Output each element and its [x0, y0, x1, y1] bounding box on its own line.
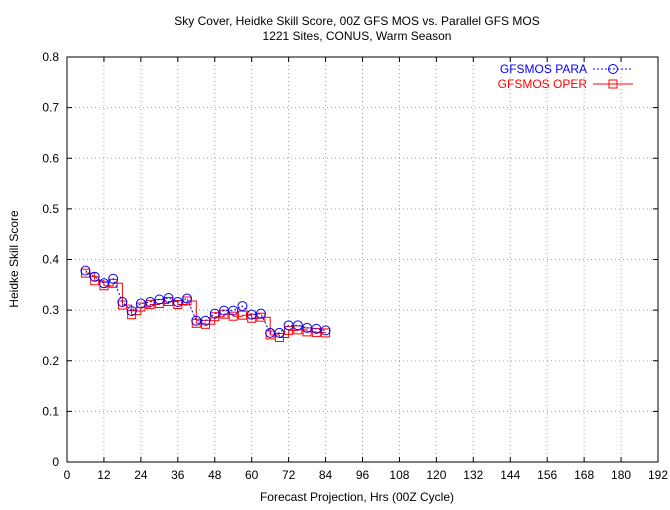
x-tick-label: 72 [282, 468, 296, 482]
data-point [98, 278, 109, 289]
data-point [237, 310, 247, 320]
legend-marker [608, 64, 618, 74]
data-point [127, 310, 137, 320]
y-tick-label: 0.4 [42, 253, 59, 267]
data-point [274, 332, 284, 342]
x-tick-label: 60 [245, 468, 259, 482]
data-point [209, 308, 220, 319]
x-tick-label: 168 [574, 468, 594, 482]
grid-layer [67, 57, 658, 462]
y-tick-label: 0.1 [42, 404, 59, 418]
series-gfsmos-para [80, 265, 331, 338]
x-tick-label: 144 [500, 468, 520, 482]
data-point [292, 320, 303, 331]
data-point [117, 297, 128, 308]
data-point [274, 327, 285, 338]
x-tick-label: 120 [426, 468, 446, 482]
legend-label: GFSMOS OPER [498, 77, 588, 91]
data-point [182, 293, 193, 304]
x-tick-label: 192 [648, 468, 668, 482]
y-tick-label: 0.5 [42, 202, 59, 216]
x-tick-label: 36 [171, 468, 185, 482]
x-tick-label: 48 [208, 468, 222, 482]
x-tick-label: 24 [134, 468, 148, 482]
chart-subtitle: 1221 Sites, CONUS, Warm Season [263, 29, 452, 43]
x-tick-label: 84 [319, 468, 333, 482]
y-tick-label: 0.8 [42, 50, 59, 64]
data-point [210, 312, 220, 322]
y-tick-label: 0.3 [42, 303, 59, 317]
series-layer [80, 265, 331, 342]
x-tick-label: 132 [463, 468, 483, 482]
data-point [293, 325, 303, 335]
data-point [228, 311, 238, 321]
data-point [80, 265, 91, 276]
x-tick-label: 96 [356, 468, 370, 482]
data-point [163, 292, 174, 303]
data-point [284, 325, 294, 335]
tick-layer: 0 12 24 36 48 60 72 84 96 108 120 132 144 156 168 180 19… [42, 50, 668, 482]
y-tick-label: 0.2 [42, 354, 59, 368]
data-point [255, 308, 266, 319]
x-tick-label: 156 [537, 468, 557, 482]
chart-title: Sky Cover, Heidke Skill Score, 00Z GFS M… [174, 14, 539, 28]
legend-marker [608, 79, 618, 89]
y-tick-label: 0.6 [42, 151, 59, 165]
x-tick-label: 108 [389, 468, 409, 482]
data-point [108, 273, 119, 284]
x-axis-label: Forecast Projection, Hrs (00Z Cycle) [260, 490, 454, 504]
data-point [200, 315, 211, 326]
data-point [320, 325, 331, 336]
data-point [172, 297, 183, 308]
data-point [126, 306, 137, 317]
data-point [145, 297, 156, 308]
data-point [228, 305, 239, 316]
y-axis-label: Heidke Skill Score [7, 210, 21, 308]
y-tick-label: 0 [52, 455, 59, 469]
x-tick-label: 0 [64, 468, 71, 482]
series-line [85, 272, 327, 338]
series-line [85, 270, 326, 334]
data-point [237, 301, 248, 312]
x-tick-label: 12 [97, 468, 111, 482]
legend-label: GFSMOS PARA [500, 62, 587, 76]
y-tick-label: 0.7 [42, 101, 59, 115]
data-point [256, 312, 266, 322]
data-point [89, 271, 100, 282]
data-point [164, 297, 174, 307]
data-point [90, 276, 100, 286]
x-tick-label: 180 [611, 468, 631, 482]
